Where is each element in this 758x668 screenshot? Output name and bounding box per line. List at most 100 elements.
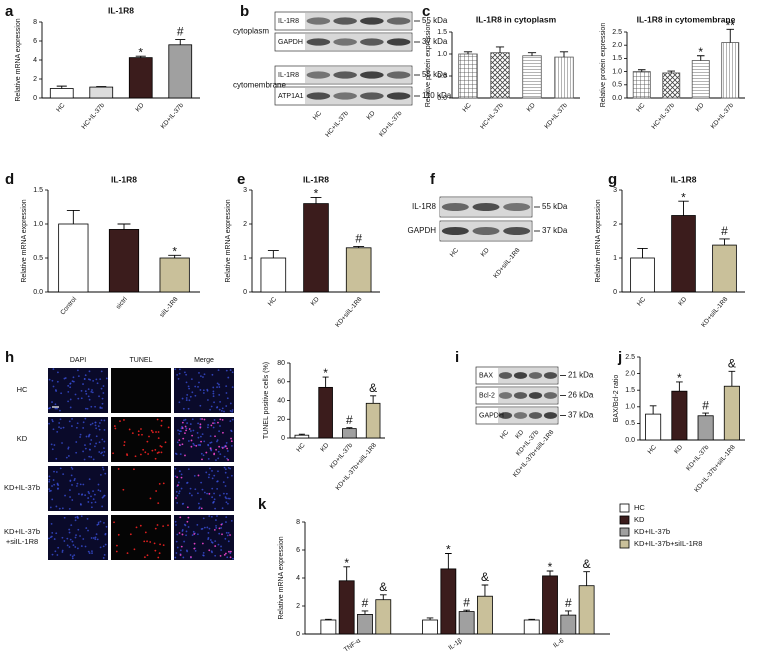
tunel-dot — [194, 543, 196, 545]
nucleus — [99, 490, 101, 492]
tunel-dot — [141, 434, 143, 436]
nucleus — [60, 392, 62, 394]
blot-band — [499, 392, 512, 399]
nucleus — [215, 525, 217, 527]
nucleus — [209, 468, 211, 470]
nucleus — [55, 389, 57, 391]
nucleus — [67, 391, 69, 393]
nucleus — [202, 528, 204, 530]
nucleus — [208, 458, 210, 460]
nucleus — [77, 370, 79, 372]
nucleus — [67, 400, 69, 402]
nucleus — [181, 488, 183, 490]
nucleus — [89, 370, 91, 372]
y-axis-label: Relative mRNA expression — [15, 18, 22, 101]
nucleus — [191, 378, 193, 380]
nucleus — [199, 405, 201, 407]
y-tick-label: 2 — [613, 221, 617, 228]
lane-label: KD+IL-37b — [378, 110, 404, 139]
tunel-dot — [199, 427, 201, 429]
nucleus — [77, 398, 79, 400]
nucleus — [211, 516, 213, 518]
tunel-dot — [158, 437, 160, 439]
nucleus — [194, 475, 196, 477]
nucleus — [90, 439, 92, 441]
x-tick-label: KD — [319, 442, 330, 454]
tunel-dot — [133, 468, 135, 470]
row-label: KD+IL-37b — [4, 527, 40, 536]
error-bar — [565, 611, 572, 615]
nucleus — [186, 428, 188, 430]
lane-label: HC — [449, 247, 461, 259]
nucleus — [197, 423, 199, 425]
bar — [555, 57, 574, 98]
nucleus — [53, 428, 55, 430]
nucleus — [225, 516, 227, 518]
nucleus — [196, 524, 198, 526]
nucleus — [229, 552, 231, 554]
nucleus — [226, 556, 228, 558]
blot-band — [387, 71, 411, 78]
nucleus — [210, 450, 212, 452]
tunel-dot — [201, 508, 203, 510]
tunel-dot — [152, 431, 154, 433]
significance-label: # — [463, 595, 470, 609]
nucleus — [198, 444, 200, 446]
tunel-dot — [187, 506, 189, 508]
tunel-dot — [181, 477, 183, 479]
nucleus — [226, 442, 228, 444]
nucleus — [232, 371, 234, 373]
tunel-dot — [167, 524, 169, 526]
nucleus — [197, 533, 199, 535]
nucleus — [103, 385, 105, 387]
nucleus — [89, 434, 91, 436]
nucleus — [180, 549, 182, 551]
tunel-dot — [175, 497, 177, 499]
bar — [663, 73, 680, 98]
x-tick-label: KD — [694, 102, 705, 114]
nucleus — [93, 498, 95, 500]
blot-band — [387, 92, 411, 99]
nucleus — [204, 527, 206, 529]
nucleus — [178, 433, 180, 435]
y-tick-label: 4 — [296, 575, 300, 582]
nucleus — [199, 506, 201, 508]
nucleus — [205, 472, 207, 474]
nucleus — [208, 515, 210, 517]
nucleus — [102, 467, 104, 469]
nucleus — [79, 436, 81, 438]
nucleus — [73, 544, 75, 546]
bar — [672, 216, 696, 293]
tunel-dot — [150, 498, 152, 500]
nucleus — [72, 556, 74, 558]
blot-band — [333, 38, 357, 45]
nucleus — [219, 453, 221, 455]
nucleus — [99, 407, 101, 409]
x-tick-label: HC — [295, 442, 307, 454]
kda-label: 55 kDa — [422, 16, 448, 25]
tunel-dot — [119, 420, 121, 422]
tunel-dot — [191, 446, 193, 448]
blot-band — [544, 392, 557, 399]
tunel-dot — [210, 448, 212, 450]
error-bar — [583, 572, 590, 586]
tunel-dot — [188, 517, 190, 519]
y-tick-label: 1 — [243, 255, 247, 262]
nucleus — [58, 422, 60, 424]
nucleus — [72, 541, 74, 543]
nucleus — [225, 472, 227, 474]
nucleus — [89, 443, 91, 445]
nucleus — [198, 503, 200, 505]
nucleus — [176, 541, 178, 543]
y-tick-label: 2.0 — [612, 42, 622, 49]
x-tick-label: KD+siIL-1R8 — [334, 296, 363, 329]
significance-label: # — [702, 398, 709, 412]
bar — [169, 45, 192, 98]
nucleus — [94, 406, 96, 408]
nucleus — [51, 401, 53, 403]
nucleus — [69, 489, 71, 491]
tunel-dot — [228, 551, 230, 553]
nucleus — [185, 419, 187, 421]
nucleus — [218, 430, 220, 432]
